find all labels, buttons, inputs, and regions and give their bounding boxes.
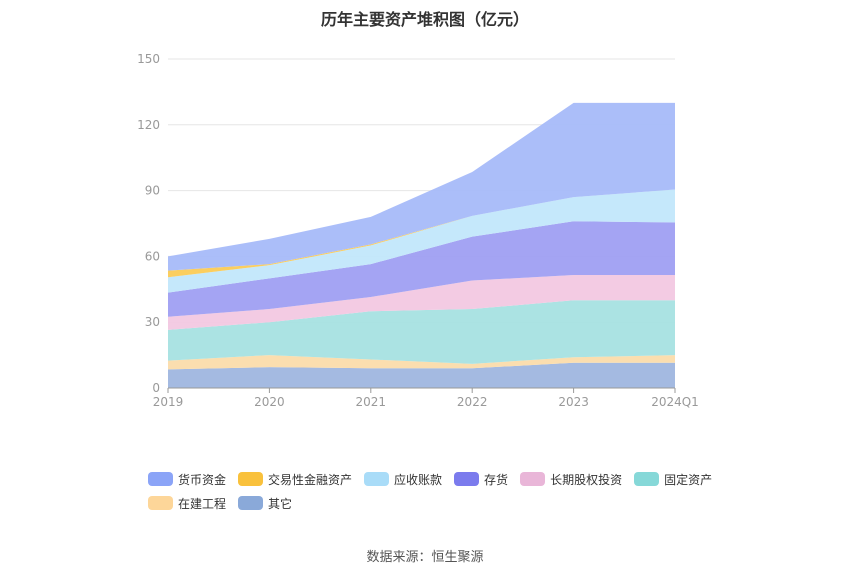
legend-label: 长期股权投资 — [550, 472, 623, 487]
area-固定资产[interactable] — [168, 300, 675, 364]
area-交易性金融资产[interactable] — [168, 189, 675, 278]
legend-swatch — [634, 472, 660, 486]
data-source-note: 数据来源：恒生聚源 — [366, 550, 484, 565]
area-series — [168, 102, 675, 388]
legend-item[interactable]: 存货 — [454, 470, 508, 488]
y-tick-label: 150 — [137, 52, 160, 66]
chart-title: 历年主要资产堆积图（亿元） — [320, 10, 529, 29]
x-tick-label: 2022 — [457, 395, 488, 409]
y-tick-label: 90 — [145, 184, 160, 198]
area-存货[interactable] — [168, 221, 675, 317]
legend-item[interactable]: 长期股权投资 — [520, 470, 622, 488]
legend-label: 交易性金融资产 — [268, 472, 353, 487]
legend-swatch — [148, 472, 173, 486]
x-tick-label: 2019 — [153, 395, 184, 409]
legend-label: 应收账款 — [394, 472, 443, 487]
area-其它[interactable] — [168, 362, 675, 388]
area-长期股权投资[interactable] — [168, 275, 675, 330]
legend-swatch — [238, 472, 264, 486]
legend-swatch — [148, 496, 173, 510]
legend-label: 固定资产 — [664, 472, 713, 487]
legend-label: 存货 — [484, 472, 509, 487]
legend-item[interactable]: 交易性金融资产 — [238, 470, 352, 488]
x-tick-label: 2024Q1 — [651, 395, 699, 409]
y-tick-label: 60 — [145, 249, 160, 263]
legend-label: 货币资金 — [178, 472, 227, 487]
legend-label: 其它 — [268, 496, 293, 511]
area-在建工程[interactable] — [168, 355, 675, 370]
legend-item[interactable]: 固定资产 — [634, 470, 712, 488]
x-tick-label: 2020 — [254, 395, 285, 409]
legend-swatch — [364, 472, 390, 486]
area-应收账款[interactable] — [168, 189, 675, 293]
legend-item[interactable]: 应收账款 — [364, 470, 442, 488]
legend-item[interactable]: 货币资金 — [148, 470, 226, 488]
area-货币资金[interactable] — [168, 102, 675, 271]
legend-label: 在建工程 — [178, 496, 227, 511]
legend-item[interactable]: 其它 — [238, 494, 292, 512]
legend-swatch — [520, 472, 546, 486]
legend: 货币资金 交易性金融资产 应收账款 存货 长期股权投资 固定资产在建工程 其它 — [148, 470, 728, 512]
x-tick-label: 2023 — [558, 395, 589, 409]
legend-swatch — [238, 496, 264, 510]
y-tick-label: 30 — [145, 315, 160, 329]
y-tick-label: 120 — [137, 118, 160, 132]
legend-swatch — [454, 472, 480, 486]
y-tick-label: 0 — [152, 381, 160, 395]
legend-item[interactable]: 在建工程 — [148, 494, 226, 512]
x-tick-label: 2021 — [356, 395, 387, 409]
axes: 0 30 60 90 120 150 2019 2020 2021 2022 2023 2024Q1 — [137, 52, 699, 409]
